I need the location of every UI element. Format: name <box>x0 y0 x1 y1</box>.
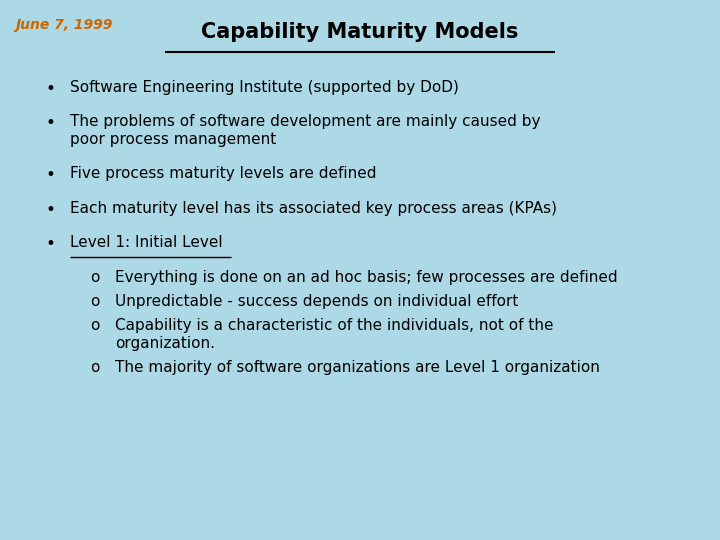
Text: o: o <box>90 294 99 309</box>
Text: Each maturity level has its associated key process areas (KPAs): Each maturity level has its associated k… <box>70 201 557 216</box>
Text: The majority of software organizations are Level 1 organization: The majority of software organizations a… <box>115 360 600 375</box>
Text: Capability is a characteristic of the individuals, not of the: Capability is a characteristic of the in… <box>115 318 554 333</box>
Text: Capability Maturity Models: Capability Maturity Models <box>202 22 518 42</box>
Text: •: • <box>45 201 55 219</box>
Text: Level 1: Initial Level: Level 1: Initial Level <box>70 235 222 251</box>
Text: •: • <box>45 80 55 98</box>
Text: poor process management: poor process management <box>70 132 276 147</box>
Text: o: o <box>90 360 99 375</box>
Text: o: o <box>90 270 99 285</box>
Text: Five process maturity levels are defined: Five process maturity levels are defined <box>70 166 377 181</box>
Text: organization.: organization. <box>115 336 215 350</box>
Text: •: • <box>45 114 55 132</box>
Text: •: • <box>45 235 55 253</box>
Text: •: • <box>45 166 55 185</box>
Text: Everything is done on an ad hoc basis; few processes are defined: Everything is done on an ad hoc basis; f… <box>115 270 618 285</box>
Text: Unpredictable - success depends on individual effort: Unpredictable - success depends on indiv… <box>115 294 518 309</box>
Text: o: o <box>90 318 99 333</box>
Text: June 7, 1999: June 7, 1999 <box>15 18 112 32</box>
Text: The problems of software development are mainly caused by: The problems of software development are… <box>70 114 541 130</box>
Text: Software Engineering Institute (supported by DoD): Software Engineering Institute (supporte… <box>70 80 459 95</box>
